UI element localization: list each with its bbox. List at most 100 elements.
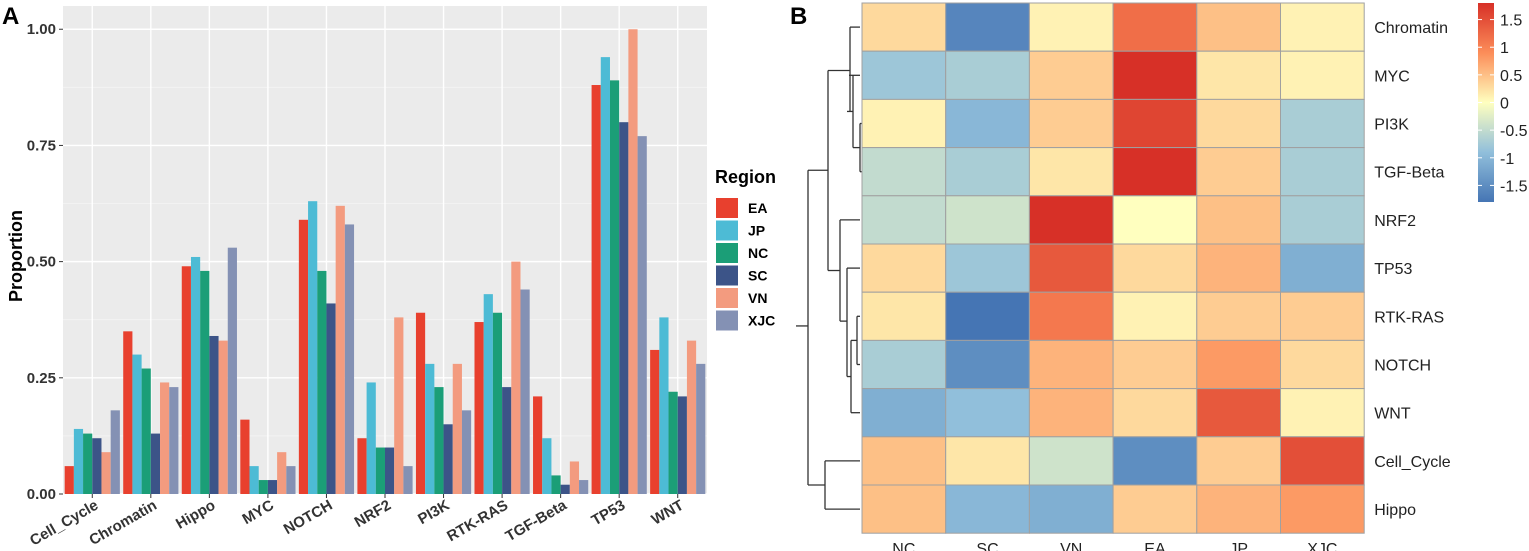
row-label: NOTCH bbox=[1374, 358, 1431, 375]
y-tick-label: 0.50 bbox=[27, 254, 56, 271]
legend-swatch-NC bbox=[716, 243, 738, 263]
x-tick-label: RTK-RAS bbox=[444, 497, 511, 545]
colorbar-ticks: 1.5 1 0.5 0 -0.5 -1 -1.5 bbox=[1478, 13, 1528, 195]
bar-JP-Chromatin bbox=[132, 354, 142, 494]
cell-TP53-NC bbox=[861, 243, 947, 293]
colorbar-tick-label: -1 bbox=[1500, 151, 1514, 168]
cell-WNT-SC bbox=[945, 388, 1030, 438]
cell-WNT-XJC bbox=[1280, 388, 1365, 438]
cell-TGF-Beta-EA bbox=[1112, 147, 1198, 197]
row-label: Cell_Cycle bbox=[1374, 454, 1451, 471]
cell-NRF2-SC bbox=[945, 195, 1030, 245]
legend-label-VN: VN bbox=[748, 290, 767, 306]
row-label: NRF2 bbox=[1374, 213, 1416, 230]
cell-Chromatin-JP bbox=[1196, 2, 1282, 52]
bar-SC-Chromatin bbox=[150, 433, 161, 494]
row-label: TP53 bbox=[1374, 261, 1412, 278]
bar-EA-NOTCH bbox=[298, 219, 309, 495]
cell-Hippo-SC bbox=[945, 484, 1030, 534]
row-dendrogram bbox=[796, 26, 864, 510]
bar-EA-Hippo bbox=[181, 266, 191, 494]
cell-Cell_Cycle-JP bbox=[1196, 436, 1282, 486]
bar-VN-TP53 bbox=[628, 29, 638, 494]
colorbar bbox=[1478, 3, 1494, 202]
cell-PI3K-JP bbox=[1196, 98, 1282, 149]
row-label: WNT bbox=[1374, 406, 1411, 423]
bar-SC-Hippo bbox=[209, 335, 219, 494]
cell-Cell_Cycle-VN bbox=[1028, 436, 1114, 486]
column-label: JP bbox=[1229, 541, 1248, 551]
row-label: Chromatin bbox=[1374, 20, 1448, 37]
x-tick-label: NRF2 bbox=[352, 497, 394, 531]
colorbar-tick-label: 1.5 bbox=[1500, 13, 1522, 30]
x-tick-label: TGF-Beta bbox=[503, 496, 571, 545]
legend-swatch-JP bbox=[716, 220, 738, 241]
y-tick-label: 1.00 bbox=[27, 21, 56, 38]
colorbar-tick-label: -1.5 bbox=[1500, 178, 1528, 195]
legend-swatch-SC bbox=[716, 265, 738, 286]
cell-NRF2-XJC bbox=[1280, 195, 1365, 245]
bar-EA-RTK-RAS bbox=[474, 322, 484, 494]
cell-Hippo-XJC bbox=[1280, 484, 1365, 534]
legend-label-EA: EA bbox=[748, 200, 767, 216]
bar-VN-NOTCH bbox=[335, 205, 345, 494]
legend-label-JP: JP bbox=[748, 223, 765, 239]
bar-EA-WNT bbox=[650, 349, 660, 494]
cell-PI3K-SC bbox=[945, 98, 1030, 149]
cell-PI3K-NC bbox=[861, 98, 947, 149]
legend: EA JP NC SC VN XJC bbox=[716, 198, 775, 331]
bar-VN-TGF-Beta bbox=[569, 461, 580, 494]
bar-JP-NRF2 bbox=[366, 382, 376, 494]
bar-XJC-RTK-RAS bbox=[520, 289, 530, 494]
cell-TP53-XJC bbox=[1280, 243, 1365, 293]
cell-NOTCH-JP bbox=[1196, 339, 1282, 390]
bar-XJC-TGF-Beta bbox=[579, 480, 589, 494]
panel-b-letter: B bbox=[790, 3, 807, 30]
column-label: EA bbox=[1144, 541, 1166, 551]
colorbar-tick-label: 0.5 bbox=[1500, 68, 1522, 85]
bar-JP-Cell_Cycle bbox=[73, 428, 84, 494]
bar-EA-NRF2 bbox=[357, 438, 367, 494]
cell-TP53-SC bbox=[945, 243, 1030, 293]
x-tick-label: MYC bbox=[240, 497, 278, 528]
cell-TP53-JP bbox=[1196, 243, 1282, 293]
bar-XJC-WNT bbox=[696, 363, 706, 494]
legend-swatch-VN bbox=[716, 288, 738, 308]
bar-SC-Cell_Cycle bbox=[92, 438, 102, 494]
bar-VN-NRF2 bbox=[394, 317, 404, 494]
y-tick-label: 0.75 bbox=[27, 137, 56, 154]
cell-RTK-RAS-VN bbox=[1028, 291, 1114, 341]
cell-RTK-RAS-JP bbox=[1196, 291, 1282, 341]
legend-swatch-XJC bbox=[716, 310, 738, 331]
bar-NC-PI3K bbox=[434, 387, 444, 494]
y-tick-label: 0.00 bbox=[27, 486, 56, 503]
column-label: VN bbox=[1060, 541, 1082, 551]
bar-NC-RTK-RAS bbox=[492, 312, 503, 494]
cell-TP53-EA bbox=[1112, 243, 1198, 293]
cell-MYC-VN bbox=[1028, 50, 1114, 100]
bar-EA-Chromatin bbox=[123, 331, 133, 494]
row-label: PI3K bbox=[1374, 117, 1409, 134]
cell-Hippo-JP bbox=[1196, 484, 1282, 534]
bar-NC-WNT bbox=[668, 391, 678, 494]
x-tick-label: WNT bbox=[649, 497, 687, 529]
bar-VN-Hippo bbox=[218, 340, 228, 494]
y-axis-ticks: 0.00 0.25 0.50 0.75 1.00 bbox=[27, 21, 63, 503]
row-label: TGF-Beta bbox=[1374, 165, 1444, 182]
cell-NRF2-JP bbox=[1196, 195, 1282, 245]
bar-JP-MYC bbox=[249, 466, 259, 494]
bar-JP-RTK-RAS bbox=[483, 294, 493, 494]
x-tick-label: Chromatin bbox=[86, 497, 159, 549]
cell-WNT-EA bbox=[1112, 388, 1198, 438]
legend-swatch-EA bbox=[716, 198, 738, 218]
cell-MYC-EA bbox=[1112, 50, 1198, 100]
row-label: MYC bbox=[1374, 68, 1410, 85]
cell-Cell_Cycle-XJC bbox=[1280, 436, 1365, 486]
cell-RTK-RAS-XJC bbox=[1280, 291, 1365, 341]
bar-VN-RTK-RAS bbox=[511, 261, 521, 494]
bar-SC-MYC bbox=[267, 480, 278, 494]
cell-NRF2-EA bbox=[1112, 195, 1198, 245]
x-tick-label: PI3K bbox=[415, 497, 453, 528]
bar-NC-TGF-Beta bbox=[551, 475, 561, 494]
